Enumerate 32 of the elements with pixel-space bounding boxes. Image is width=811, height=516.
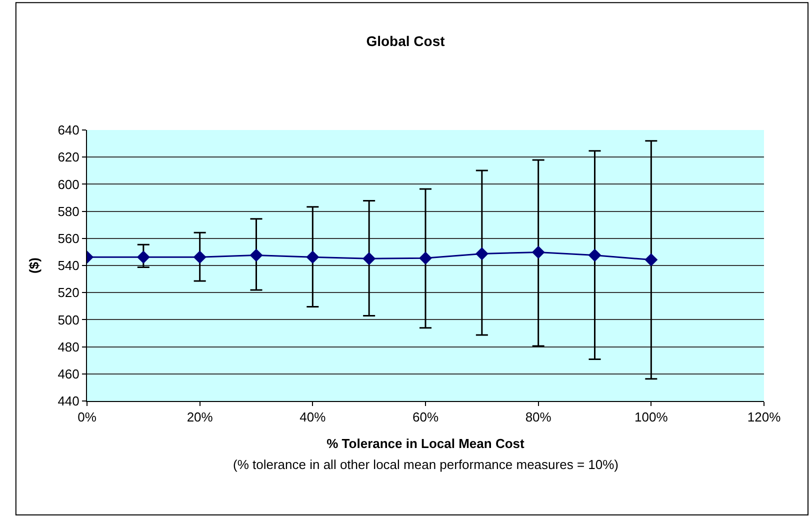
x-tick-label: 60% xyxy=(412,410,439,425)
text: (% tolerance in all other local mean performance measures = 10%) xyxy=(233,457,618,472)
point xyxy=(362,252,376,266)
y-tick-label: 440 xyxy=(58,394,80,409)
y-tick-label: 540 xyxy=(58,258,80,274)
y-tick-label: 480 xyxy=(58,339,80,354)
point xyxy=(306,250,320,264)
y-tick-label: 460 xyxy=(58,366,80,382)
x-axis-title: % Tolerance in Local Mean Cost xyxy=(326,436,526,452)
y-tick-label: 640 xyxy=(58,122,80,138)
y-axis-title: ($) xyxy=(26,258,42,274)
chart-title: Global Cost xyxy=(366,32,446,49)
y-tick-label: 580 xyxy=(58,204,80,219)
y-tick-label: 620 xyxy=(58,150,80,165)
point xyxy=(136,250,150,264)
x-tick-label: 120% xyxy=(747,410,782,425)
x-tick-label: 20% xyxy=(186,410,214,425)
y-tick-label: 500 xyxy=(58,312,80,328)
y-tick-label: 520 xyxy=(58,285,80,300)
point xyxy=(588,248,602,262)
y-tick-label: 600 xyxy=(58,176,80,192)
x-tick-label: 80% xyxy=(525,410,552,425)
point xyxy=(193,250,206,264)
point xyxy=(532,246,545,259)
x-tick-label: 40% xyxy=(300,410,326,425)
y-tick-label: 560 xyxy=(58,230,80,246)
point xyxy=(419,252,432,265)
point xyxy=(475,247,488,260)
point xyxy=(250,248,263,262)
point xyxy=(644,253,658,266)
x-tick-label: 100% xyxy=(634,410,668,425)
x-tick-label: 0% xyxy=(78,410,97,425)
